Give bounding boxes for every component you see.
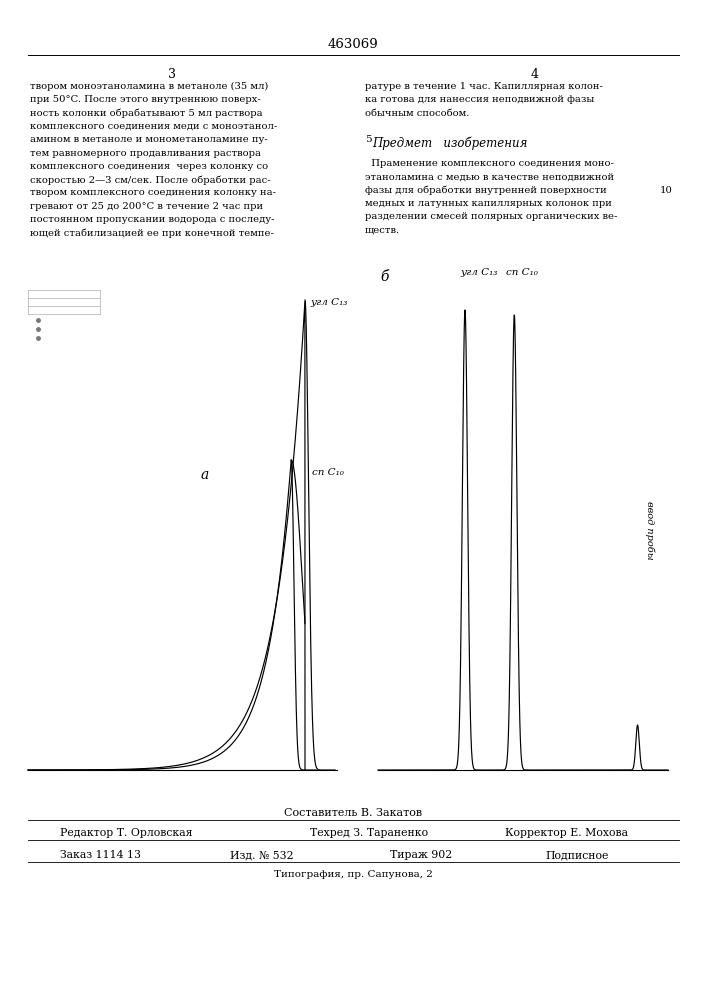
Text: фазы для обработки внутренней поверхности: фазы для обработки внутренней поверхност… bbox=[365, 186, 607, 195]
Text: этаноламина с медью в качестве неподвижной: этаноламина с медью в качестве неподвижн… bbox=[365, 172, 614, 181]
Text: б: б bbox=[380, 270, 389, 284]
Text: комплексного соединения меди с моноэтанол-: комплексного соединения меди с моноэтано… bbox=[30, 122, 277, 131]
Text: разделении смесей полярных органических ве-: разделении смесей полярных органических … bbox=[365, 212, 617, 221]
Text: Составитель В. Закатов: Составитель В. Закатов bbox=[284, 808, 422, 818]
Text: скоростью 2—3 см/сек. После обработки рас-: скоростью 2—3 см/сек. После обработки ра… bbox=[30, 175, 271, 185]
Text: ратуре в течение 1 час. Капиллярная колон-: ратуре в течение 1 час. Капиллярная коло… bbox=[365, 82, 603, 91]
Text: ка готова для нанессия неподвижной фазы: ка готова для нанессия неподвижной фазы bbox=[365, 95, 595, 104]
Text: сп C₁₀: сп C₁₀ bbox=[506, 268, 538, 277]
Text: 463069: 463069 bbox=[327, 38, 378, 51]
Text: твором комплексного соединения колонку на-: твором комплексного соединения колонку н… bbox=[30, 188, 276, 197]
Text: ность колонки обрабатывают 5 мл раствора: ность колонки обрабатывают 5 мл раствора bbox=[30, 109, 262, 118]
Text: обычным способом.: обычным способом. bbox=[365, 109, 469, 118]
Text: ввод пробы: ввод пробы bbox=[645, 501, 654, 559]
Text: а: а bbox=[201, 468, 209, 482]
Text: сп C₁₀: сп C₁₀ bbox=[312, 468, 344, 477]
Text: 5: 5 bbox=[365, 135, 372, 144]
Text: тем равномерного продавливания раствора: тем равномерного продавливания раствора bbox=[30, 148, 261, 157]
Text: ющей стабилизацией ее при конечной темпе-: ющей стабилизацией ее при конечной темпе… bbox=[30, 228, 274, 238]
Text: амином в метаноле и монометаноламине пу-: амином в метаноле и монометаноламине пу- bbox=[30, 135, 268, 144]
Text: Предмет   изобретения: Предмет изобретения bbox=[373, 136, 527, 150]
Text: Тираж 902: Тираж 902 bbox=[390, 850, 452, 860]
Text: медных и латунных капиллярных колонок при: медных и латунных капиллярных колонок пр… bbox=[365, 199, 612, 208]
Text: Подписное: Подписное bbox=[545, 850, 609, 860]
Text: комплексного соединения  через колонку со: комплексного соединения через колонку со bbox=[30, 162, 268, 171]
Text: постоянном пропускании водорода с последу-: постоянном пропускании водорода с послед… bbox=[30, 215, 274, 224]
Text: Техред З. Тараненко: Техред З. Тараненко bbox=[310, 828, 428, 838]
Text: Праменение комплексного соединения моно-: Праменение комплексного соединения моно- bbox=[365, 159, 614, 168]
Text: Изд. № 532: Изд. № 532 bbox=[230, 850, 293, 860]
Text: гревают от 25 до 200°C в течение 2 час при: гревают от 25 до 200°C в течение 2 час п… bbox=[30, 202, 263, 211]
Text: 4: 4 bbox=[531, 68, 539, 81]
Text: ществ.: ществ. bbox=[365, 226, 400, 235]
Text: угл C₁₃: угл C₁₃ bbox=[460, 268, 498, 277]
Text: Редактор Т. Орловская: Редактор Т. Орловская bbox=[60, 828, 192, 838]
Text: при 50°C. После этого внутреннюю поверх-: при 50°C. После этого внутреннюю поверх- bbox=[30, 95, 261, 104]
Text: Корректор Е. Мохова: Корректор Е. Мохова bbox=[505, 828, 628, 838]
Text: 3: 3 bbox=[168, 68, 176, 81]
Text: твором моноэтаноламина в метаноле (35 мл): твором моноэтаноламина в метаноле (35 мл… bbox=[30, 82, 269, 91]
Text: Заказ 1114 13: Заказ 1114 13 bbox=[60, 850, 141, 860]
Text: угл C₁₃: угл C₁₃ bbox=[310, 298, 347, 307]
Text: 10: 10 bbox=[660, 186, 673, 195]
Text: Типография, пр. Сапунова, 2: Типография, пр. Сапунова, 2 bbox=[274, 870, 433, 879]
